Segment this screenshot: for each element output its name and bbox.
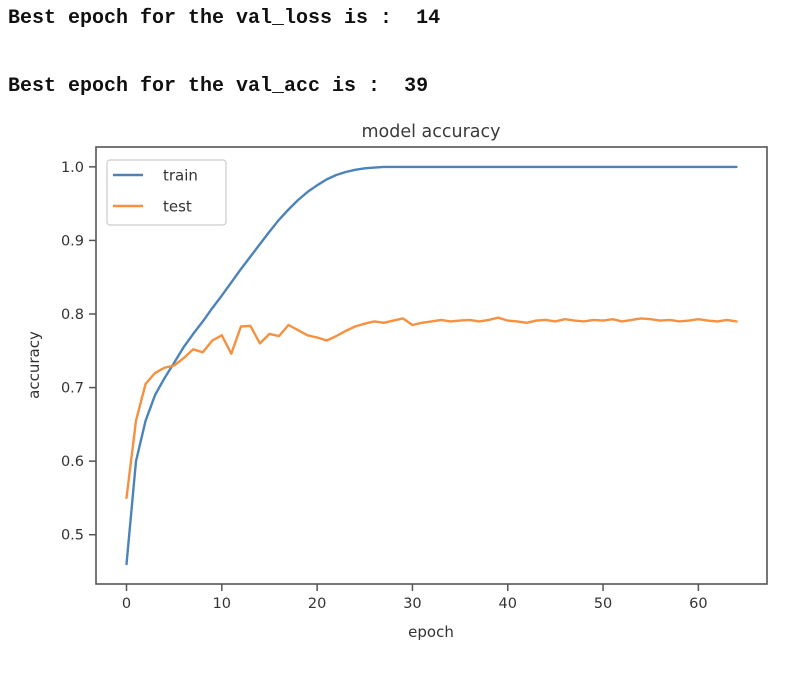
y-tick-label: 0.6 (61, 454, 84, 470)
x-tick-label: 40 (499, 596, 517, 612)
y-axis-label: accuracy (25, 331, 43, 399)
accuracy-chart-svg: model accuracy epoch accuracy 0.5 0.6 0.7 0… (25, 122, 768, 641)
console-line-val-loss: Best epoch for the val_loss is : 14 (8, 7, 441, 30)
y-tick-label: 0.7 (61, 381, 84, 397)
test-series-line (125, 316, 738, 500)
legend-train-label: train (163, 167, 198, 185)
y-tick-label: 0.8 (61, 307, 84, 323)
chart-title: model accuracy (361, 122, 500, 142)
y-tick-label: 0.5 (61, 528, 84, 544)
legend-test-label: test (163, 198, 192, 216)
plot-border (95, 146, 768, 585)
x-tick-label: 60 (689, 596, 707, 612)
x-tick-label: 10 (213, 596, 231, 612)
console-line-val-acc: Best epoch for the val_acc is : 39 (8, 75, 429, 98)
x-tick-label: 20 (308, 596, 326, 612)
x-axis-label: epoch (408, 623, 454, 641)
x-tick-label: 50 (594, 596, 612, 612)
x-tick-label: 30 (403, 596, 421, 612)
train-series-line (125, 165, 738, 566)
y-tick-label: 1.0 (61, 160, 84, 176)
model-accuracy-figure: model accuracy epoch accuracy 0.5 0.6 0.7 0… (0, 115, 798, 676)
y-tick-label: 0.9 (61, 233, 84, 249)
x-tick-label: 0 (122, 596, 131, 612)
